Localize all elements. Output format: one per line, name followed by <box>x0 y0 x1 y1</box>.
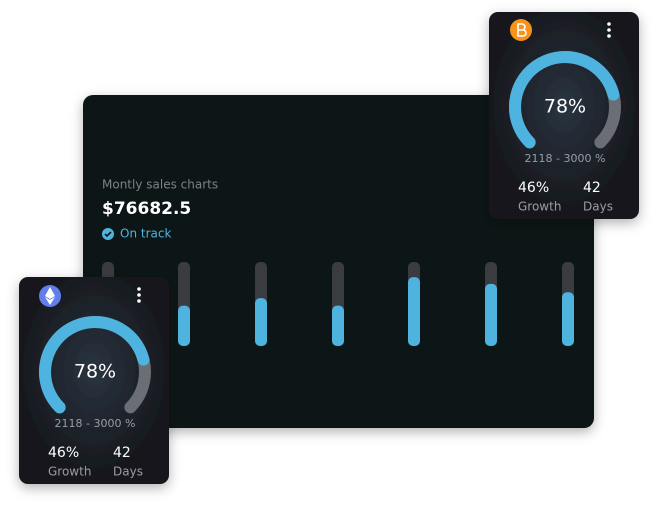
menu-dot <box>607 34 611 38</box>
days-label: Days <box>113 465 143 479</box>
growth-label: Growth <box>518 200 561 214</box>
bar <box>408 277 420 346</box>
bar <box>178 305 190 346</box>
sales-panel <box>83 95 594 428</box>
coin-card: 78% 2118 - 3000 % 46% Growth 42 Days <box>489 12 639 219</box>
range: 2118 - 3000 % <box>55 417 136 430</box>
gauge-value <box>39 316 150 414</box>
menu-dot <box>137 287 141 291</box>
days-value: 42 <box>113 445 131 461</box>
growth-value: 46% <box>518 180 549 196</box>
amount: $76682.5 <box>102 199 191 219</box>
status: On track <box>120 227 171 241</box>
gauge-label: 78% <box>544 96 586 118</box>
menu-dot <box>607 28 611 32</box>
bar <box>562 292 574 346</box>
card-bg <box>19 277 169 484</box>
bitcoin-glyph <box>517 23 527 37</box>
days-label: Days <box>583 200 613 214</box>
range: 2118 - 3000 % <box>525 152 606 165</box>
bar <box>332 305 344 346</box>
menu-dot <box>137 293 141 297</box>
panel-title: Montly sales charts <box>102 178 218 192</box>
gauge-value <box>509 51 620 149</box>
growth-value: 46% <box>48 445 79 461</box>
coin-card: 78% 2118 - 3000 % 46% Growth 42 Days <box>19 277 169 484</box>
check-icon <box>102 228 114 240</box>
menu-dot <box>607 22 611 26</box>
menu-dot <box>137 299 141 303</box>
bar <box>255 298 267 346</box>
card-bg <box>489 12 639 219</box>
ethereum-glyph <box>45 287 55 305</box>
days-value: 42 <box>583 180 601 196</box>
bar <box>485 283 497 346</box>
growth-label: Growth <box>48 465 91 479</box>
cards: 78% 2118 - 3000 % 46% Growth 42 Days 78% 2118 -… <box>19 12 639 484</box>
gauge-label: 78% <box>74 361 116 383</box>
